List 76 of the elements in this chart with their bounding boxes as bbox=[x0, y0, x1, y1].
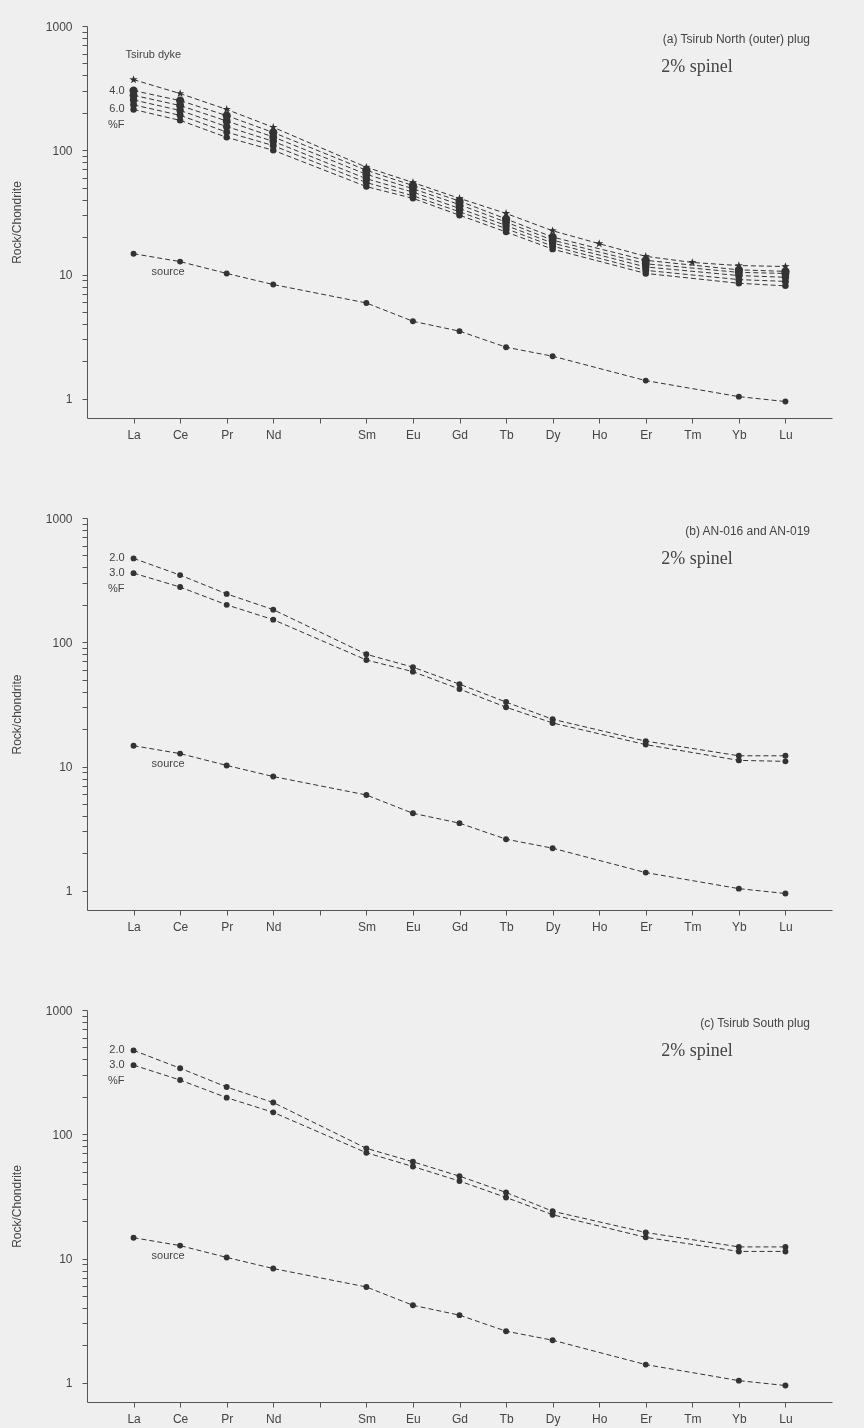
x-tick-label: Eu bbox=[406, 919, 421, 934]
text: 2% spinel bbox=[661, 1040, 733, 1060]
text: (b) AN-016 and AN-019 bbox=[685, 524, 811, 538]
text: 2% spinel bbox=[661, 56, 733, 76]
x-tick-label: Tm bbox=[684, 1411, 702, 1426]
y-tick-label: 100 bbox=[52, 143, 73, 158]
x-tick-label: Tb bbox=[499, 427, 514, 442]
series-label: 6.0 bbox=[109, 102, 125, 115]
x-tick-label: La bbox=[127, 919, 142, 934]
x-tick-label: Yb bbox=[732, 1411, 748, 1426]
x-tick-label: Tm bbox=[684, 427, 702, 442]
x-tick-label: Yb bbox=[732, 427, 748, 442]
y-tick-label: 1 bbox=[65, 1376, 73, 1391]
y-tick-label: 100 bbox=[52, 635, 73, 650]
series-label: Tsirub dyke bbox=[125, 47, 182, 60]
x-tick-label: Pr bbox=[221, 427, 234, 442]
y-tick-label: 1000 bbox=[45, 1003, 73, 1018]
x-tick-label: Eu bbox=[406, 427, 421, 442]
x-tick-label: Tb bbox=[499, 1411, 514, 1426]
x-tick-label: Lu bbox=[779, 427, 793, 442]
x-tick-label: Gd bbox=[451, 1411, 469, 1426]
y-tick-label: 1000 bbox=[45, 19, 73, 34]
x-tick-label: Dy bbox=[545, 1411, 561, 1426]
x-tick-label: Sm bbox=[357, 1411, 376, 1426]
x-tick-label: Ho bbox=[592, 1411, 608, 1426]
x-tick-label: Ce bbox=[172, 919, 189, 934]
x-tick-label: Tb bbox=[499, 919, 514, 934]
x-tick-label: Dy bbox=[545, 919, 561, 934]
x-tick-label: Gd bbox=[451, 427, 469, 442]
x-tick-label: Dy bbox=[545, 427, 561, 442]
series-label: 3.0 bbox=[109, 1058, 125, 1071]
x-tick-label: La bbox=[127, 1411, 142, 1426]
x-tick-label: Eu bbox=[406, 1411, 421, 1426]
series-label: source bbox=[151, 756, 185, 769]
annotation: %F bbox=[108, 1074, 125, 1087]
x-tick-label: Lu bbox=[779, 919, 793, 934]
y-tick-label: 1000 bbox=[45, 511, 73, 526]
text: 2% spinel bbox=[661, 548, 733, 568]
x-tick-label: Sm bbox=[357, 919, 376, 934]
x-tick-label: Yb bbox=[732, 919, 748, 934]
series-label: source bbox=[151, 264, 185, 277]
x-tick-label: La bbox=[127, 427, 142, 442]
x-tick-label: Gd bbox=[451, 919, 469, 934]
y-tick-label: 10 bbox=[59, 760, 73, 774]
x-tick-label: Nd bbox=[266, 919, 282, 934]
y-tick-label: 10 bbox=[59, 268, 73, 282]
x-tick-label: Nd bbox=[266, 1411, 282, 1426]
series-label: 4.0 bbox=[109, 83, 125, 96]
y-tick-label: 10 bbox=[59, 1252, 73, 1266]
annotation: %F bbox=[108, 118, 125, 131]
x-tick-label: Tm bbox=[684, 919, 702, 934]
series-label: source bbox=[151, 1248, 185, 1261]
x-tick-label: Sm bbox=[357, 427, 376, 442]
series-label: 2.0 bbox=[109, 551, 125, 564]
y-tick-label: 1 bbox=[65, 884, 73, 899]
annotation: %F bbox=[108, 582, 125, 595]
y-tick-label: 100 bbox=[52, 1127, 73, 1142]
x-tick-label: Nd bbox=[266, 427, 282, 442]
series-label: 2.0 bbox=[109, 1043, 125, 1056]
series-label: 3.0 bbox=[109, 566, 125, 579]
x-tick-label: Ce bbox=[172, 427, 189, 442]
x-tick-label: Pr bbox=[221, 919, 234, 934]
y-axis-title: Rock/Chondrite bbox=[9, 180, 24, 264]
x-tick-label: Er bbox=[640, 427, 653, 442]
x-tick-label: Pr bbox=[221, 1411, 234, 1426]
text: (c) Tsirub South plug bbox=[700, 1016, 810, 1030]
x-tick-label: Er bbox=[640, 1411, 653, 1426]
y-axis-title: Rock/Chondrite bbox=[9, 1164, 24, 1248]
x-tick-label: Er bbox=[640, 919, 653, 934]
y-axis-title: Rock/chondrite bbox=[9, 674, 24, 755]
text: (a) Tsirub North (outer) plug bbox=[662, 32, 810, 46]
y-tick-label: 1 bbox=[65, 392, 73, 407]
x-tick-label: Ho bbox=[592, 919, 608, 934]
x-tick-label: Ho bbox=[592, 427, 608, 442]
x-tick-label: Ce bbox=[172, 1411, 189, 1426]
x-tick-label: Lu bbox=[779, 1411, 793, 1426]
